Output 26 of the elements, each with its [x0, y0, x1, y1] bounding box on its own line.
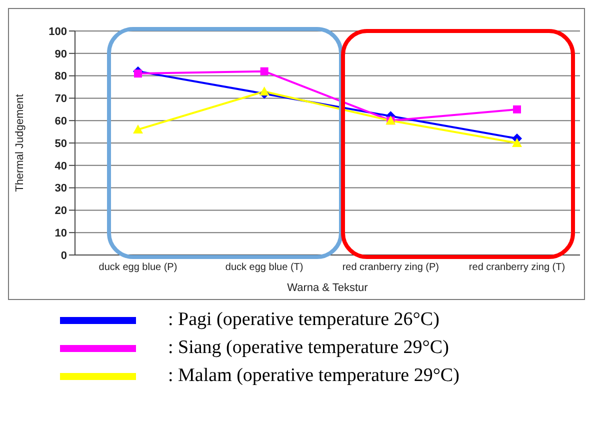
y-tick-label: 90 [54, 48, 67, 60]
y-tick-label: 20 [54, 205, 67, 218]
legend-label: : Pagi (operative temperature 26°C) [168, 309, 440, 331]
y-tick-label: 80 [54, 70, 67, 83]
y-axis-title: Thermal Judgement [14, 94, 26, 192]
x-tick-label: red cranberry zing (P) [342, 262, 440, 274]
y-tick-label: 0 [60, 250, 67, 262]
y-tick-label: 70 [54, 93, 67, 106]
x-axis-title: Warna & Tekstur [287, 282, 368, 294]
x-tick-label: duck egg blue (P) [98, 262, 178, 274]
point [260, 67, 268, 76]
y-tick-label: 50 [54, 138, 67, 150]
point [512, 138, 522, 147]
x-tick-label: red cranberry zing (T) [468, 262, 566, 274]
legend-label: : Malam (operative temperature 29°C) [168, 365, 460, 387]
y-tick-label: 40 [54, 160, 67, 172]
legend-label: : Siang (operative temperature 29°C) [168, 337, 449, 359]
point [134, 70, 142, 78]
y-tick-label: 60 [54, 116, 67, 128]
point [133, 124, 143, 134]
y-tick-label: 30 [54, 182, 67, 195]
point [259, 86, 270, 96]
point [513, 105, 521, 114]
y-tick-label: 100 [48, 26, 67, 38]
y-tick-label: 10 [54, 228, 67, 240]
x-tick-label: duck egg blue (T) [225, 262, 304, 274]
